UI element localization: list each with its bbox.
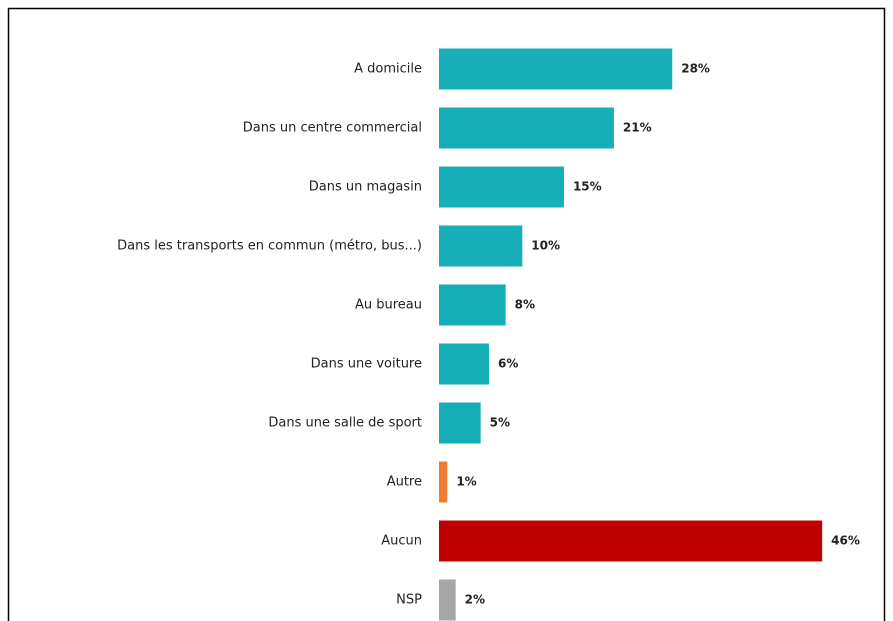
bar xyxy=(439,461,448,503)
category-label: Au bureau xyxy=(355,298,422,313)
value-label: 6% xyxy=(498,357,518,371)
category-label: Dans un magasin xyxy=(309,180,422,195)
category-label: Dans un centre commercial xyxy=(243,121,422,136)
bar xyxy=(439,48,673,90)
bar xyxy=(439,107,614,149)
bar xyxy=(439,402,481,444)
bar xyxy=(439,579,456,621)
value-label: 10% xyxy=(531,239,560,253)
category-label: Dans les transports en commun (métro, bu… xyxy=(117,239,422,254)
category-label: NSP xyxy=(396,593,422,608)
bar xyxy=(439,225,523,267)
bar xyxy=(439,520,823,562)
category-label: Autre xyxy=(387,475,422,490)
value-label: 28% xyxy=(681,62,710,76)
value-label: 1% xyxy=(456,475,476,489)
value-label: 5% xyxy=(490,416,510,430)
bar xyxy=(439,343,489,385)
value-label: 15% xyxy=(573,180,602,194)
category-label: Dans une salle de sport xyxy=(268,416,422,431)
frame xyxy=(7,7,886,621)
category-label: A domicile xyxy=(354,62,422,77)
value-label: 21% xyxy=(623,121,652,135)
category-label: Dans une voiture xyxy=(311,357,422,372)
value-label: 8% xyxy=(515,298,535,312)
value-label: 46% xyxy=(831,534,860,548)
value-label: 2% xyxy=(465,593,485,607)
category-label: Aucun xyxy=(381,534,422,549)
bar xyxy=(439,166,564,208)
bar xyxy=(439,284,506,326)
